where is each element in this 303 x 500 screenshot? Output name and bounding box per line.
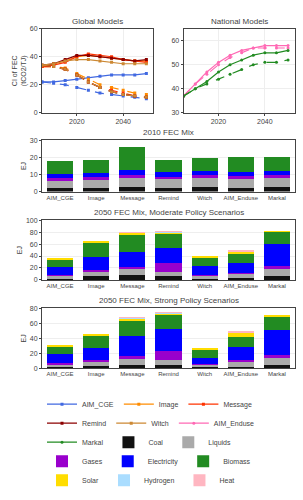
svg-text:Solar: Solar [82,477,99,484]
svg-text:Witch: Witch [197,195,212,201]
svg-text:40: 40 [30,252,38,259]
svg-text:2050 FEC Mix, Strong Policy Sc: 2050 FEC Mix, Strong Policy Scenarios [99,296,239,305]
svg-text:60: 60 [30,320,38,327]
svg-text:Electricity: Electricity [148,458,178,466]
svg-text:20: 20 [30,350,38,357]
svg-text:Image: Image [88,283,105,289]
svg-text:2040: 2040 [115,118,131,125]
svg-text:AIM_Enduse: AIM_Enduse [224,283,259,289]
svg-text:0: 0 [34,276,38,283]
svg-text:AIM_Enduse: AIM_Enduse [224,371,259,377]
svg-text:Witch: Witch [197,371,212,377]
svg-text:80: 80 [30,305,38,312]
svg-text:20: 20 [30,154,38,161]
svg-text:EJ: EJ [20,334,27,342]
svg-text:Remind: Remind [158,195,179,201]
svg-text:50: 50 [171,61,179,68]
svg-text:0: 0 [34,188,38,195]
svg-text:AIM_CGE: AIM_CGE [47,371,74,377]
svg-text:Markal: Markal [268,195,286,201]
svg-text:20: 20 [30,81,38,88]
svg-text:AIM_CGE: AIM_CGE [47,283,74,289]
svg-text:AIM_Enduse: AIM_Enduse [224,195,259,201]
svg-text:40: 40 [171,85,179,92]
svg-text:Markal: Markal [268,371,286,377]
svg-text:Image: Image [88,371,105,377]
svg-text:0: 0 [34,109,38,116]
svg-text:Global Models: Global Models [72,17,123,26]
svg-text:AIM_CGE: AIM_CGE [82,401,114,409]
svg-text:60: 60 [171,37,179,44]
svg-text:30: 30 [171,109,179,116]
svg-text:2010 FEC Mix: 2010 FEC Mix [143,128,194,137]
svg-text:20: 20 [30,264,38,271]
svg-text:National Models: National Models [211,17,268,26]
svg-text:Coal: Coal [148,439,163,446]
svg-text:Witch: Witch [151,420,169,427]
svg-text:2050 FEC Mix, Moderate Policy: 2050 FEC Mix, Moderate Policy Scenarios [94,208,244,217]
svg-text:Message: Message [120,195,145,201]
svg-text:Message: Message [120,371,145,377]
svg-text:30: 30 [30,137,38,144]
svg-text:2020: 2020 [69,118,85,125]
svg-text:CI of FEC(tCO2/TJ): CI of FEC(tCO2/TJ) [11,55,28,86]
svg-text:Markal: Markal [268,283,286,289]
svg-text:60: 60 [30,25,38,32]
svg-text:40: 40 [30,53,38,60]
svg-text:Image: Image [159,401,179,409]
svg-text:Remind: Remind [158,371,179,377]
svg-text:60: 60 [30,241,38,248]
svg-text:Hydrogen: Hydrogen [144,477,174,485]
svg-text:Witch: Witch [197,283,212,289]
svg-text:40: 40 [30,335,38,342]
svg-text:Liquids: Liquids [208,439,231,447]
svg-text:AIM_Enduse: AIM_Enduse [214,420,254,428]
svg-text:EJ: EJ [20,162,27,170]
svg-text:EJ: EJ [16,246,23,254]
svg-text:Gases: Gases [82,458,103,465]
svg-text:Message: Message [120,283,145,289]
svg-text:Biomass: Biomass [223,458,250,465]
svg-text:Image: Image [88,195,105,201]
svg-text:Remind: Remind [82,420,106,427]
svg-text:2020: 2020 [211,118,227,125]
svg-text:Message: Message [223,401,252,409]
svg-text:10: 10 [30,171,38,178]
svg-text:0: 0 [34,365,38,372]
svg-text:2040: 2040 [257,118,273,125]
svg-text:80: 80 [30,229,38,236]
svg-text:Heat: Heat [219,477,234,484]
svg-text:Markal: Markal [82,439,103,446]
svg-text:AIM_CGE: AIM_CGE [47,195,74,201]
svg-text:100: 100 [26,217,38,224]
svg-text:Remind: Remind [158,283,179,289]
